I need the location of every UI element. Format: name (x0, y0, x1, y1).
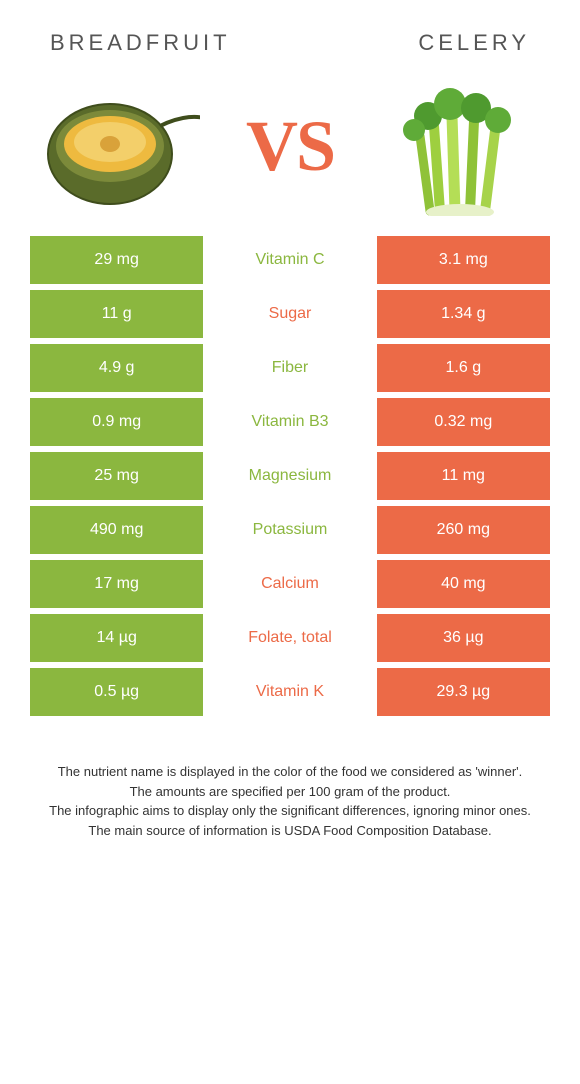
table-row: 11 gSugar1.34 g (30, 290, 550, 338)
nutrient-label: Sugar (203, 290, 376, 338)
left-value: 17 mg (30, 560, 203, 608)
right-value: 3.1 mg (377, 236, 550, 284)
celery-icon (380, 76, 540, 216)
nutrient-label: Calcium (203, 560, 376, 608)
footnote-line: The main source of information is USDA F… (30, 821, 550, 841)
right-value: 1.6 g (377, 344, 550, 392)
nutrient-label: Magnesium (203, 452, 376, 500)
illustration-row: VS (0, 66, 580, 236)
right-value: 36 µg (377, 614, 550, 662)
vs-text: VS (246, 105, 334, 188)
table-row: 490 mgPotassium260 mg (30, 506, 550, 554)
left-value: 25 mg (30, 452, 203, 500)
left-value: 11 g (30, 290, 203, 338)
footnote-line: The infographic aims to display only the… (30, 801, 550, 821)
nutrient-label: Folate, total (203, 614, 376, 662)
right-value: 260 mg (377, 506, 550, 554)
nutrient-label: Fiber (203, 344, 376, 392)
header: BREADFRUIT CELERY (0, 0, 580, 66)
table-row: 25 mgMagnesium11 mg (30, 452, 550, 500)
left-value: 490 mg (30, 506, 203, 554)
right-value: 11 mg (377, 452, 550, 500)
right-value: 1.34 g (377, 290, 550, 338)
left-value: 4.9 g (30, 344, 203, 392)
left-value: 0.9 mg (30, 398, 203, 446)
right-value: 40 mg (377, 560, 550, 608)
right-value: 29.3 µg (377, 668, 550, 716)
left-food-title: BREADFRUIT (50, 30, 231, 56)
left-value: 29 mg (30, 236, 203, 284)
comparison-table: 29 mgVitamin C3.1 mg 11 gSugar1.34 g 4.9 g… (0, 236, 580, 716)
nutrient-label: Vitamin K (203, 668, 376, 716)
nutrient-label: Vitamin C (203, 236, 376, 284)
nutrient-label: Vitamin B3 (203, 398, 376, 446)
table-row: 4.9 gFiber1.6 g (30, 344, 550, 392)
table-row: 0.9 mgVitamin B30.32 mg (30, 398, 550, 446)
table-row: 17 mgCalcium40 mg (30, 560, 550, 608)
nutrient-label: Potassium (203, 506, 376, 554)
table-row: 0.5 µgVitamin K29.3 µg (30, 668, 550, 716)
table-row: 29 mgVitamin C3.1 mg (30, 236, 550, 284)
right-value: 0.32 mg (377, 398, 550, 446)
left-value: 14 µg (30, 614, 203, 662)
left-value: 0.5 µg (30, 668, 203, 716)
table-row: 14 µgFolate, total36 µg (30, 614, 550, 662)
footnote-line: The amounts are specified per 100 gram o… (30, 782, 550, 802)
breadfruit-icon (40, 76, 200, 216)
footnote-line: The nutrient name is displayed in the co… (30, 762, 550, 782)
footnotes: The nutrient name is displayed in the co… (0, 722, 580, 840)
right-food-title: CELERY (418, 30, 530, 56)
